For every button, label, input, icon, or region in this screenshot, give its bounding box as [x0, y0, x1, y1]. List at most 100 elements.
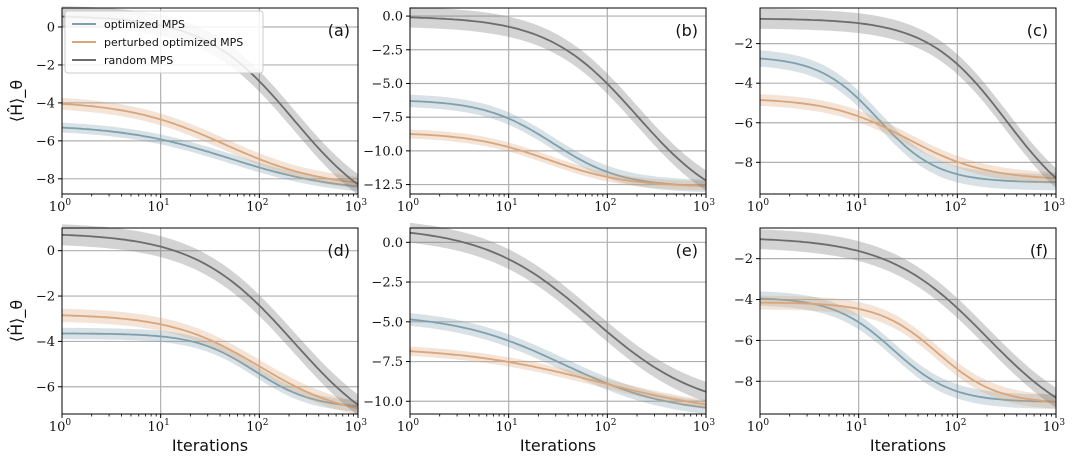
axes-frame: [409, 7, 707, 195]
series-line: [409, 133, 707, 187]
series-band: [62, 224, 358, 416]
series-band: [410, 94, 706, 193]
series-band: [410, 129, 706, 191]
series-line: [61, 314, 359, 410]
x-tick-label: 100: [397, 198, 420, 215]
y-tick-label: −7.5: [371, 111, 403, 126]
x-tick-label: 100: [747, 198, 770, 215]
x-tick-label: 103: [693, 198, 716, 215]
panel-label: (c): [1027, 21, 1048, 40]
x-tick-label: 102: [246, 198, 268, 215]
series-band: [760, 50, 1056, 191]
x-tick-label: 101: [846, 198, 868, 215]
y-tick-label: 0.0: [382, 236, 403, 251]
y-tick-label: −2.5: [371, 43, 403, 58]
x-axis-label: Iterations: [870, 436, 946, 455]
y-tick-label: −4: [734, 293, 753, 308]
x-tick-label: 102: [594, 198, 616, 215]
x-tick-label: 102: [944, 418, 966, 435]
legend-label: random MPS: [104, 54, 173, 67]
y-tick-label: −2.5: [371, 276, 403, 291]
y-tick-label: −6: [734, 334, 753, 349]
axes-frame: [759, 7, 1057, 195]
y-tick-label: −4: [734, 77, 753, 92]
series-line: [409, 350, 707, 406]
y-tick-label: 0: [47, 20, 55, 35]
series-band: [62, 308, 358, 415]
x-tick-label: 102: [944, 198, 966, 215]
series-line: [759, 57, 1056, 183]
panel-e: 100 101 102 103 0.0 −2.5 −5.0 −7.5 −10.0 (e) Itera…: [363, 222, 716, 455]
legend: optimized MPS perturbed optimized MPS rand…: [64, 10, 264, 74]
axes-frame: [61, 227, 359, 415]
x-tick-label: 100: [49, 198, 72, 215]
y-tick-label: 0.0: [382, 10, 403, 25]
series-line: [409, 231, 707, 393]
panel-label: (d): [327, 241, 350, 260]
panel-label: (e): [676, 241, 698, 260]
y-tick-label: −4: [36, 96, 55, 111]
y-tick-label: −2: [734, 252, 753, 267]
x-tick-label: 100: [747, 418, 770, 435]
series-band: [410, 313, 706, 415]
series-band: [62, 327, 358, 412]
x-tick-label: 101: [148, 418, 170, 435]
series-line: [759, 297, 1056, 403]
y-tick-label: −12.5: [363, 178, 403, 193]
series-line: [61, 126, 359, 188]
x-tick-label: 103: [1043, 418, 1066, 435]
y-tick-label: −2: [734, 37, 753, 52]
y-tick-label: −10.0: [363, 144, 403, 159]
axes-frame: [409, 227, 707, 415]
x-axis-label: Iterations: [520, 436, 596, 455]
y-tick-label: −2: [36, 58, 55, 73]
panel-d: 100 101 102 103 0 −2 −4 −6 (d) Iterations ⟨Ĥ⟩_θ: [7, 224, 367, 455]
series-line: [409, 318, 707, 409]
y-axis-label: ⟨Ĥ⟩_θ: [7, 80, 27, 122]
y-axis-label: ⟨Ĥ⟩_θ: [7, 300, 27, 342]
y-tick-label: −6: [36, 380, 55, 395]
y-tick-label: −2: [36, 290, 55, 305]
panel-a: 100 101 102 103 0 −2 −4 −6 −8 (a) ⟨Ĥ⟩_θ optimized M…: [7, 6, 367, 215]
panel-label: (f): [1030, 241, 1048, 260]
series-line: [760, 301, 1057, 403]
y-tick-label: −10.0: [363, 395, 403, 410]
x-tick-label: 102: [246, 418, 268, 435]
y-tick-label: −7.5: [371, 355, 403, 370]
y-tick-label: −4: [36, 335, 55, 350]
series-band: [760, 229, 1056, 408]
y-tick-label: −6: [734, 116, 753, 131]
y-tick-label: −8: [734, 375, 753, 390]
x-axis-label: Iterations: [172, 436, 248, 455]
series-band: [410, 346, 706, 410]
series-line: [759, 238, 1057, 399]
y-tick-label: −8: [36, 172, 55, 187]
x-tick-label: 101: [496, 198, 518, 215]
axes-frame: [61, 7, 359, 195]
legend-label: optimized MPS: [104, 18, 185, 31]
series-band: [760, 8, 1056, 189]
panel-f: 100 101 102 103 −2 −4 −6 −8 (f) Iterations: [734, 227, 1066, 455]
y-tick-label: 0: [47, 244, 55, 259]
y-tick-label: −5.0: [371, 315, 403, 330]
panel-b: 100 101 102 103 0.0 −2.5 −5.0 −7.5 −10.0 −12.5 (b): [363, 7, 715, 215]
series-line: [409, 16, 707, 182]
panel-label: (a): [328, 21, 350, 40]
series-line: [61, 233, 359, 406]
series-line: [61, 102, 359, 184]
y-tick-label: −6: [36, 134, 55, 149]
x-tick-label: 103: [345, 198, 368, 215]
x-tick-label: 101: [148, 198, 170, 215]
series-line: [760, 18, 1057, 179]
x-tick-label: 101: [846, 418, 868, 435]
panel-c: 100 101 102 103 −2 −4 −6 −8 (c): [734, 7, 1066, 215]
panel-label: (b): [675, 21, 698, 40]
series-band: [410, 222, 706, 402]
axes-frame: [759, 227, 1057, 415]
series-line: [62, 332, 359, 407]
x-tick-label: 103: [1043, 198, 1066, 215]
y-tick-label: −8: [734, 156, 753, 171]
x-tick-label: 103: [693, 418, 716, 435]
legend-label: perturbed optimized MPS: [104, 36, 243, 49]
